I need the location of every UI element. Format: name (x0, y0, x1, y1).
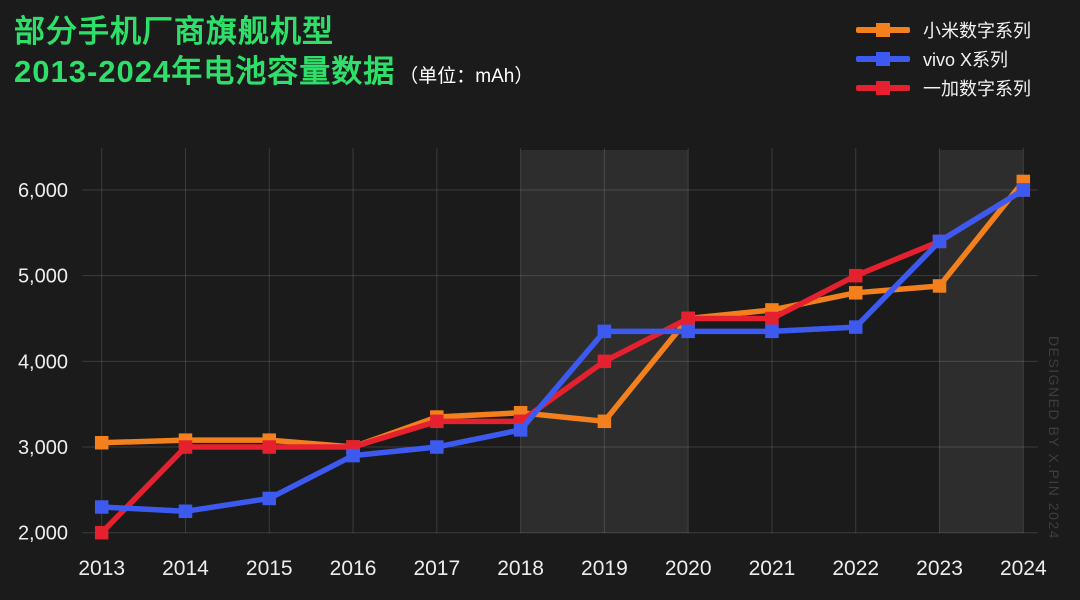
y-axis-label: 6,000 (18, 180, 68, 202)
y-axis-label: 3,000 (18, 437, 68, 459)
x-axis-label: 2021 (749, 557, 796, 580)
x-axis-label: 2015 (246, 557, 293, 580)
x-axis-label: 2013 (78, 557, 125, 580)
x-axis-label: 2023 (916, 557, 963, 580)
data-point-marker (262, 491, 277, 506)
legend-square-icon (876, 23, 890, 37)
chart-title-line1: 部分手机厂商旗舰机型 (14, 14, 334, 49)
data-point-marker (765, 311, 779, 326)
data-point-marker (262, 440, 277, 454)
data-point-marker (94, 525, 109, 540)
x-axis-label: 2022 (832, 557, 879, 580)
x-axis-label: 2014 (162, 557, 209, 580)
legend-label: vivo X系列 (923, 50, 1009, 70)
data-point-marker (94, 500, 109, 514)
data-point-marker (178, 440, 193, 454)
legend-swatch-icon (856, 23, 910, 37)
highlight-band (939, 150, 1024, 533)
legend-item-0[interactable]: 小米数字系列 (856, 19, 1031, 41)
data-point-marker (597, 414, 612, 429)
legend-square-icon (876, 81, 890, 95)
legend: 小米数字系列 vivo X系列一加数字系列 (856, 19, 1031, 99)
legend-swatch-icon (856, 52, 910, 66)
data-point-marker (848, 320, 863, 334)
data-point-marker (430, 440, 444, 454)
x-axis-label: 2016 (330, 557, 377, 580)
data-point-marker (1016, 183, 1031, 197)
legend-square-icon (876, 52, 890, 66)
data-point-marker (597, 354, 612, 369)
data-point-marker (94, 435, 109, 450)
data-point-marker (346, 448, 360, 463)
data-point-marker (178, 504, 193, 519)
data-point-marker (932, 234, 947, 249)
legend-item-2[interactable]: 一加数字系列 (856, 77, 1031, 99)
legend-item-1[interactable]: vivo X系列 (856, 48, 1031, 70)
x-axis-label: 2019 (581, 557, 628, 580)
designer-credit: DESIGNED BY X.PIN 2024 (1046, 336, 1062, 540)
data-point-marker (681, 311, 695, 326)
x-axis-label: 2017 (413, 557, 460, 580)
series-line-0 (98, 178, 1027, 450)
y-axis-label: 5,000 (18, 266, 68, 288)
data-point-marker (765, 324, 779, 339)
series-line-2 (98, 187, 1027, 536)
x-axis-label: 2024 (1000, 557, 1047, 580)
x-axis-label: 2020 (665, 557, 712, 580)
data-point-marker (430, 414, 444, 429)
legend-label: 小米数字系列 (923, 21, 1031, 41)
data-point-marker (597, 324, 612, 339)
data-point-marker (932, 279, 947, 293)
chart-title: 部分手机厂商旗舰机型 2013-2024年电池容量数据 （单位：mAh） (14, 12, 533, 91)
x-axis-label: 2018 (497, 557, 544, 580)
legend-swatch-icon (856, 81, 910, 95)
chart-title-line2: 2013-2024年电池容量数据 （单位：mAh） (14, 52, 533, 92)
data-point-marker (848, 268, 863, 283)
data-point-marker (681, 324, 695, 339)
y-axis-label: 2,000 (18, 523, 68, 545)
chart-title-line2-text: 2013-2024年电池容量数据 (14, 53, 396, 89)
y-axis-label: 4,000 (18, 351, 68, 373)
series-line-1 (98, 187, 1027, 515)
highlight-band (520, 150, 689, 533)
data-point-marker (513, 423, 528, 437)
data-point-marker (848, 286, 863, 300)
unit-note: （单位：mAh） (399, 65, 534, 87)
legend-label: 一加数字系列 (923, 79, 1031, 99)
